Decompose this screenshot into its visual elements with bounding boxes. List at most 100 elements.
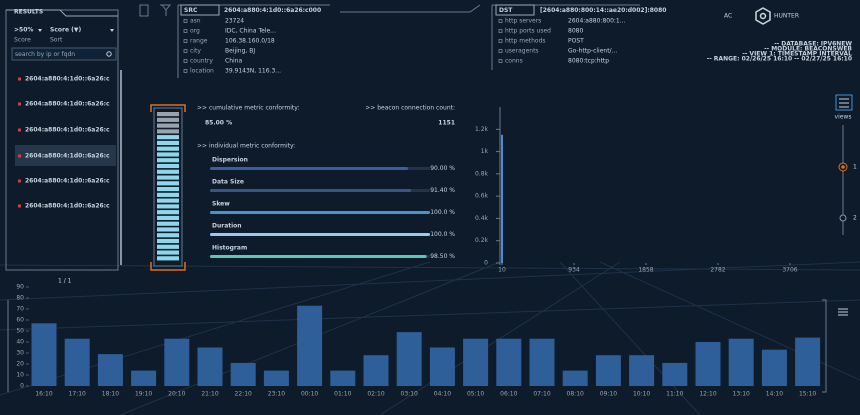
selected-row[interactable] [15, 145, 116, 166]
item-marker [18, 204, 21, 208]
result-item[interactable]: 2604:a880:4:1d0::6a26:c [25, 203, 110, 210]
timeline-bar[interactable] [396, 332, 422, 386]
metric-label: >> beacon connection count: [365, 105, 455, 112]
metric-bar [210, 255, 427, 258]
timeline-bar[interactable] [230, 362, 256, 386]
gauge-segment [157, 227, 179, 232]
gauge-segment [157, 135, 179, 140]
x-tick-label: 05:10 [467, 391, 484, 398]
result-item[interactable]: 2604:a880:4:1d0::6a26:c [25, 153, 110, 160]
gauge-segment [157, 233, 179, 238]
metric-label: >> individual metric conformity: [197, 143, 295, 150]
x-tick-label: 16:10 [35, 391, 52, 398]
gauge-segment [157, 204, 179, 209]
timeline-bar[interactable] [297, 305, 323, 386]
section-title: DST [499, 7, 513, 14]
sort-label: Sort [50, 37, 63, 44]
timeline-bar[interactable] [363, 355, 389, 386]
timeline-bar[interactable] [662, 362, 688, 386]
timeline-bar[interactable] [529, 338, 555, 386]
result-item[interactable]: 2604:a880:4:1d0::6a26:c [25, 101, 110, 108]
metric-name: Data Size [212, 179, 244, 186]
timeline-bar[interactable] [429, 347, 455, 387]
result-item[interactable]: 2604:a880:4:1d0::6a26:c [25, 76, 110, 83]
timeline-bar[interactable] [761, 349, 787, 386]
field-bullet [183, 29, 188, 33]
field-key: http servers [505, 18, 541, 25]
x-tick-label: 07:10 [533, 391, 550, 398]
field-bullet [498, 29, 503, 33]
metric-value-label: 100.0 % [430, 209, 455, 216]
y-tick-label: 70 [16, 306, 24, 313]
field-value: POST [568, 38, 584, 45]
logo: HUNTER [774, 13, 799, 20]
timeline-bar[interactable] [97, 354, 123, 386]
result-item[interactable]: 2604:a880:4:1d0::6a26:c [25, 127, 110, 134]
panel-title: RESULTS [14, 9, 43, 16]
section-title: SRC [184, 7, 198, 14]
gauge-segment [157, 250, 179, 255]
field-key: city [190, 48, 201, 55]
field-key: location [190, 68, 214, 75]
gauge-segment [157, 244, 179, 249]
gauge-segment [157, 181, 179, 186]
y-tick-label: 40 [16, 339, 24, 346]
view-item[interactable]: 1 [853, 164, 857, 171]
views-control[interactable] [835, 94, 853, 235]
address: 2604:a880:4:1d0::6a26:c000 [224, 7, 321, 14]
y-tick-label: 0 [484, 260, 488, 267]
metric-value: 1151 [438, 120, 455, 127]
item-marker [18, 128, 21, 132]
x-tick-label: 23:10 [268, 391, 285, 398]
x-tick-label: 3706 [782, 267, 797, 274]
x-tick-label: 934 [568, 267, 580, 274]
x-tick-label: 08:10 [567, 391, 584, 398]
timeline-bar[interactable] [31, 323, 57, 386]
filter-value: >50% [14, 27, 33, 34]
timeline-bar[interactable] [695, 342, 721, 386]
timeline-bar[interactable] [496, 338, 522, 386]
timeline-bar[interactable] [463, 338, 489, 386]
gauge-segment [157, 152, 179, 157]
gauge-segment [157, 198, 179, 203]
field-key: country [190, 58, 213, 65]
x-tick-label: 18:10 [102, 391, 119, 398]
histogram-bar [501, 134, 503, 263]
sort-value: Score (▼) [50, 27, 81, 34]
gauge-segment [157, 140, 179, 146]
gauge-segment [157, 238, 179, 244]
field-bullet [183, 69, 188, 73]
gauge-segment [157, 169, 179, 174]
timeline-bar[interactable] [728, 338, 754, 386]
gauge-segment [157, 187, 179, 192]
context-line: -- VIEW 1: TIMESTAMP INTERVAL [742, 51, 852, 58]
timeline-bar[interactable] [330, 370, 356, 386]
context-line: -- DATABASE: IPV6NEW [774, 41, 852, 48]
filter-label: Score [14, 37, 31, 44]
timeline-bar[interactable] [263, 370, 289, 386]
x-tick-label: 15:10 [799, 391, 816, 398]
timeline-bar[interactable] [64, 338, 90, 386]
timeline-bar[interactable] [562, 370, 588, 386]
x-tick-label: 10 [498, 267, 506, 274]
timeline-bar[interactable] [131, 370, 157, 386]
metric-value: 85.00 % [205, 120, 232, 127]
field-key: http ports used [505, 28, 551, 35]
gauge-segment [157, 158, 179, 163]
x-tick-label: 19:10 [135, 391, 152, 398]
timeline-bar[interactable] [795, 337, 821, 386]
timeline-bar[interactable] [595, 355, 621, 386]
x-tick-label: 06:10 [500, 391, 517, 398]
field-value: 8080 [568, 28, 583, 35]
x-tick-label: 03:10 [401, 391, 418, 398]
x-tick-label: 12:10 [699, 391, 716, 398]
x-tick-label: 1858 [638, 267, 653, 274]
timeline-bar[interactable] [164, 338, 190, 386]
view-item[interactable]: 2 [853, 215, 857, 222]
timeline-bar[interactable] [629, 355, 655, 386]
timeline-bar[interactable] [197, 347, 223, 387]
gauge-segment [157, 129, 179, 134]
metric-value-label: 100.0 % [430, 231, 455, 238]
result-item[interactable]: 2604:a880:4:1d0::6a26:c [25, 178, 110, 185]
